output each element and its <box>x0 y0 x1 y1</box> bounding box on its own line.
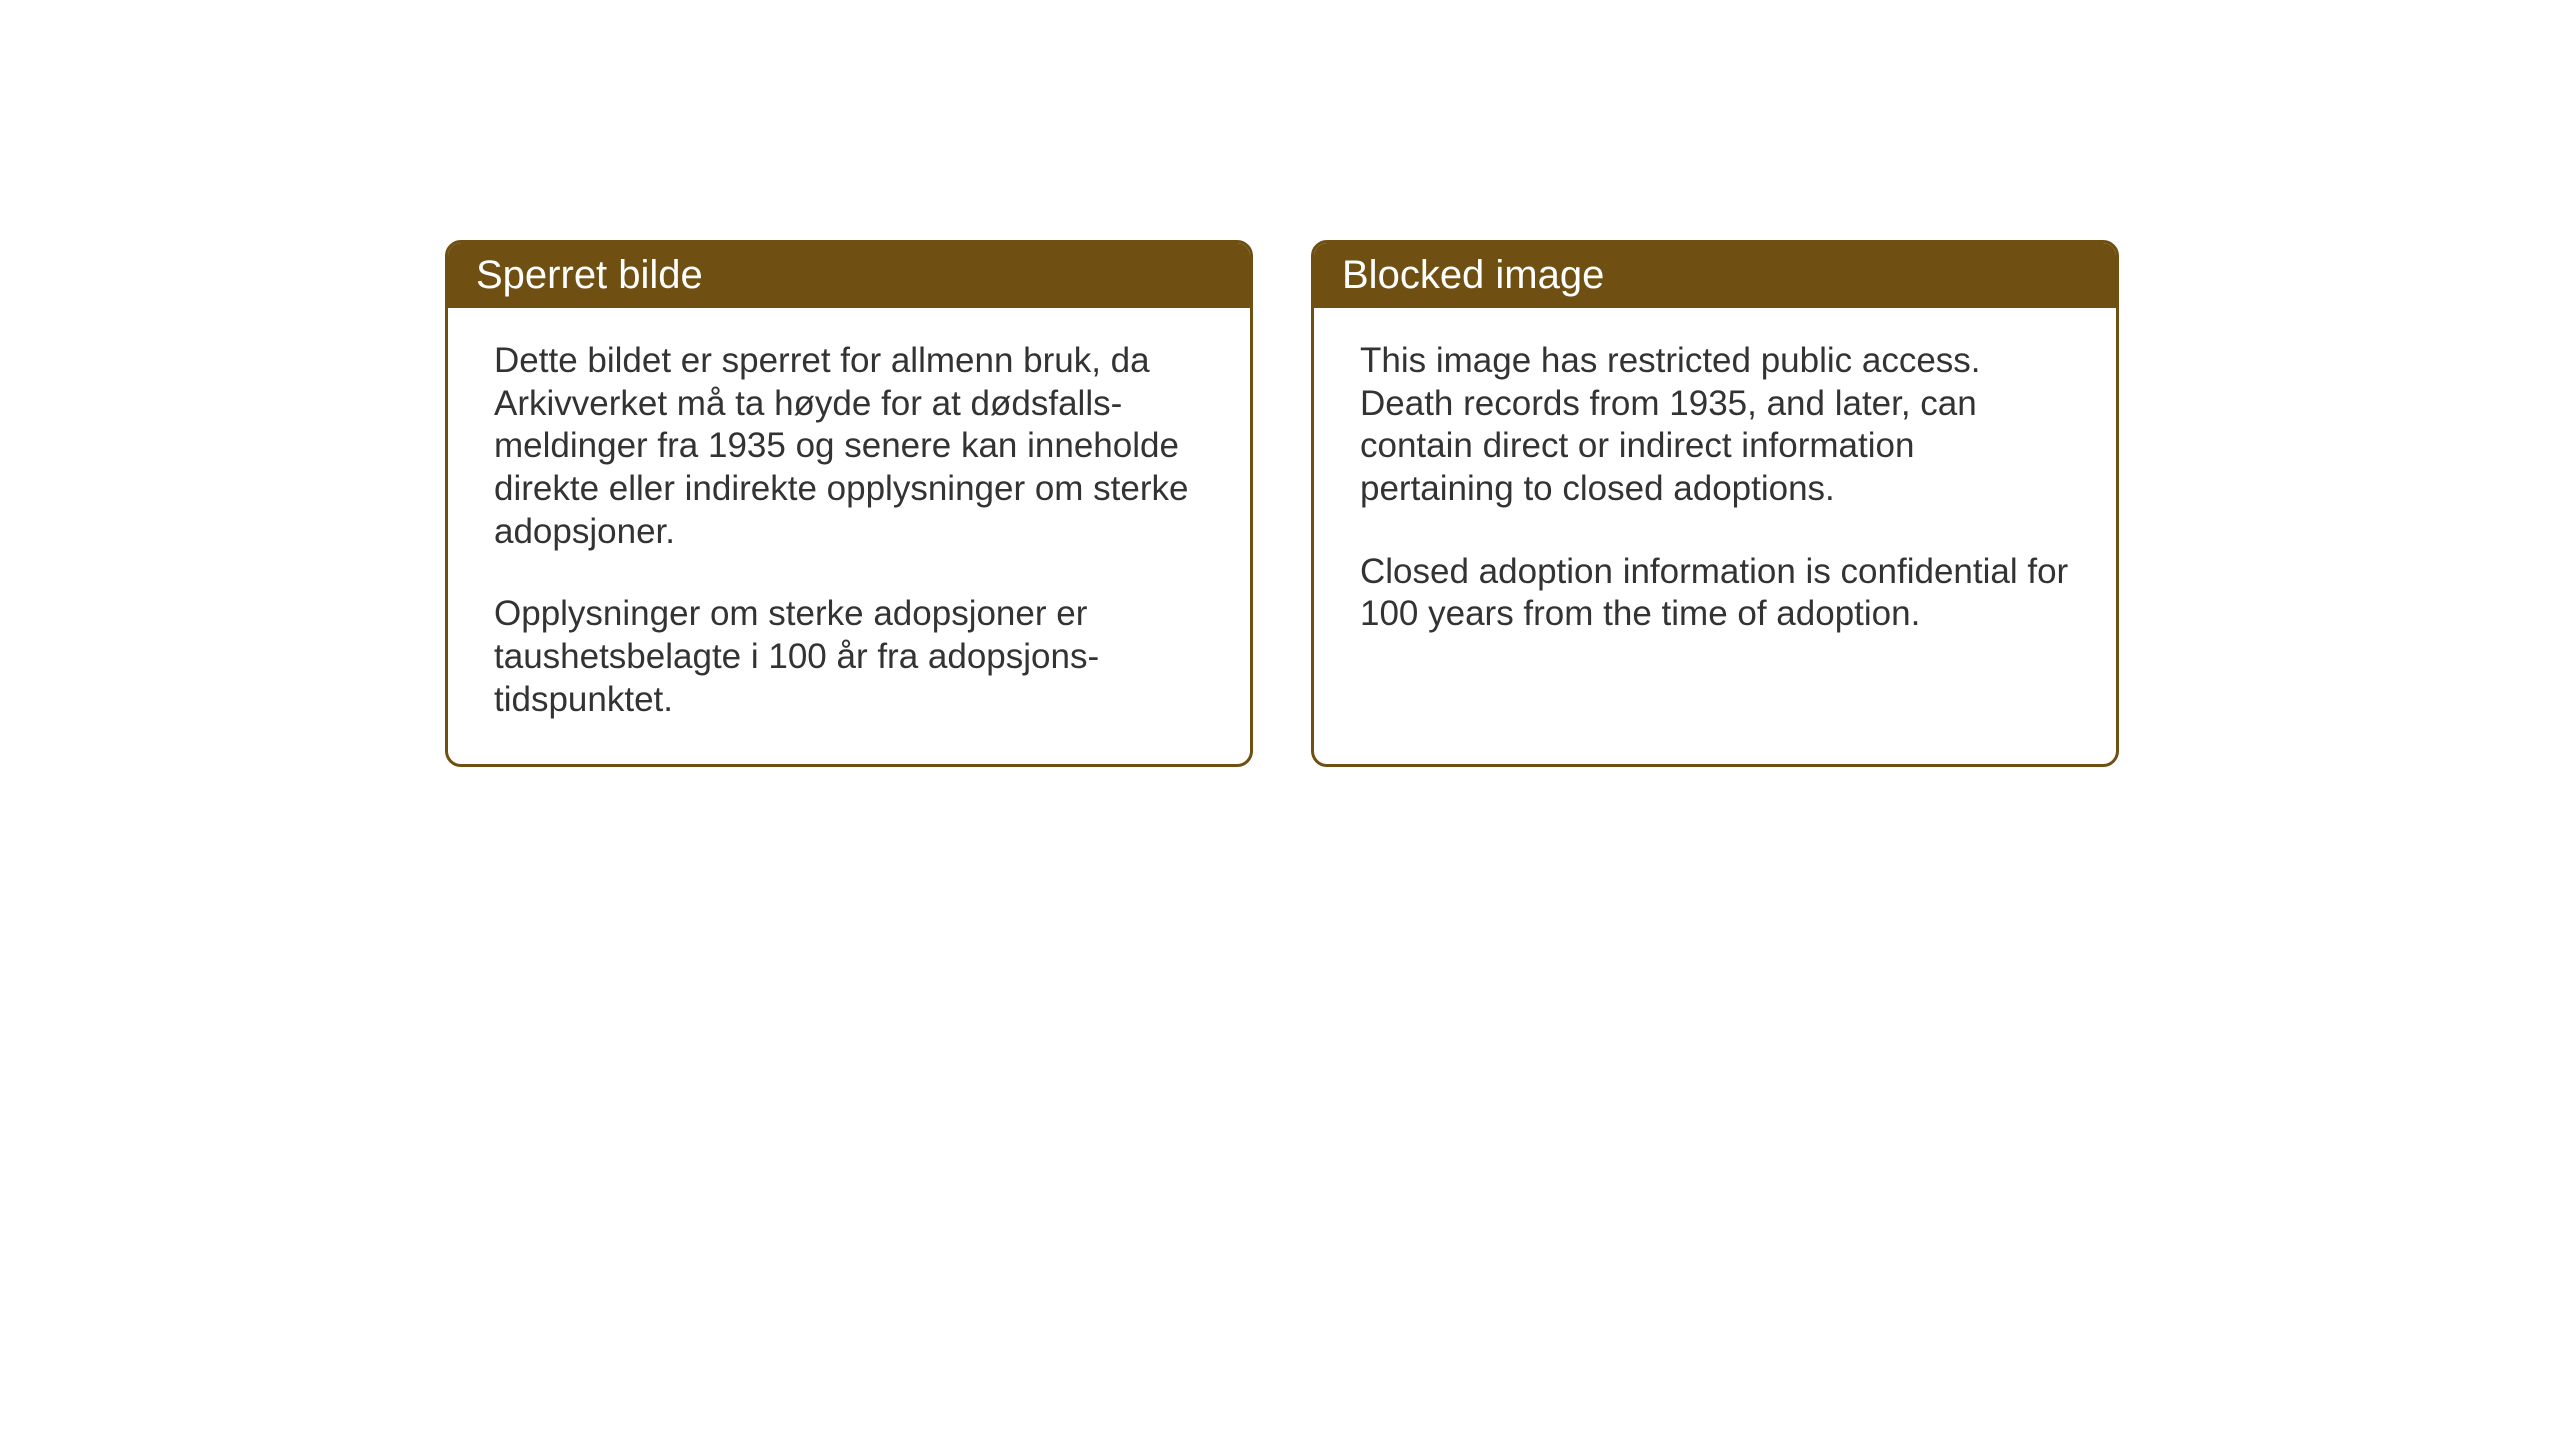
message-body-english: This image has restricted public access.… <box>1314 308 2116 678</box>
message-paragraph: Opplysninger om sterke adopsjoner er tau… <box>494 593 1204 721</box>
message-box-norwegian: Sperret bilde Dette bildet er sperret fo… <box>445 240 1253 767</box>
message-header-english: Blocked image <box>1314 243 2116 308</box>
message-body-norwegian: Dette bildet er sperret for allmenn bruk… <box>448 308 1250 764</box>
message-paragraph: This image has restricted public access.… <box>1360 340 2070 511</box>
message-box-english: Blocked image This image has restricted … <box>1311 240 2119 767</box>
message-header-norwegian: Sperret bilde <box>448 243 1250 308</box>
message-container: Sperret bilde Dette bildet er sperret fo… <box>445 240 2119 767</box>
message-paragraph: Closed adoption information is confident… <box>1360 551 2070 636</box>
message-paragraph: Dette bildet er sperret for allmenn bruk… <box>494 340 1204 553</box>
